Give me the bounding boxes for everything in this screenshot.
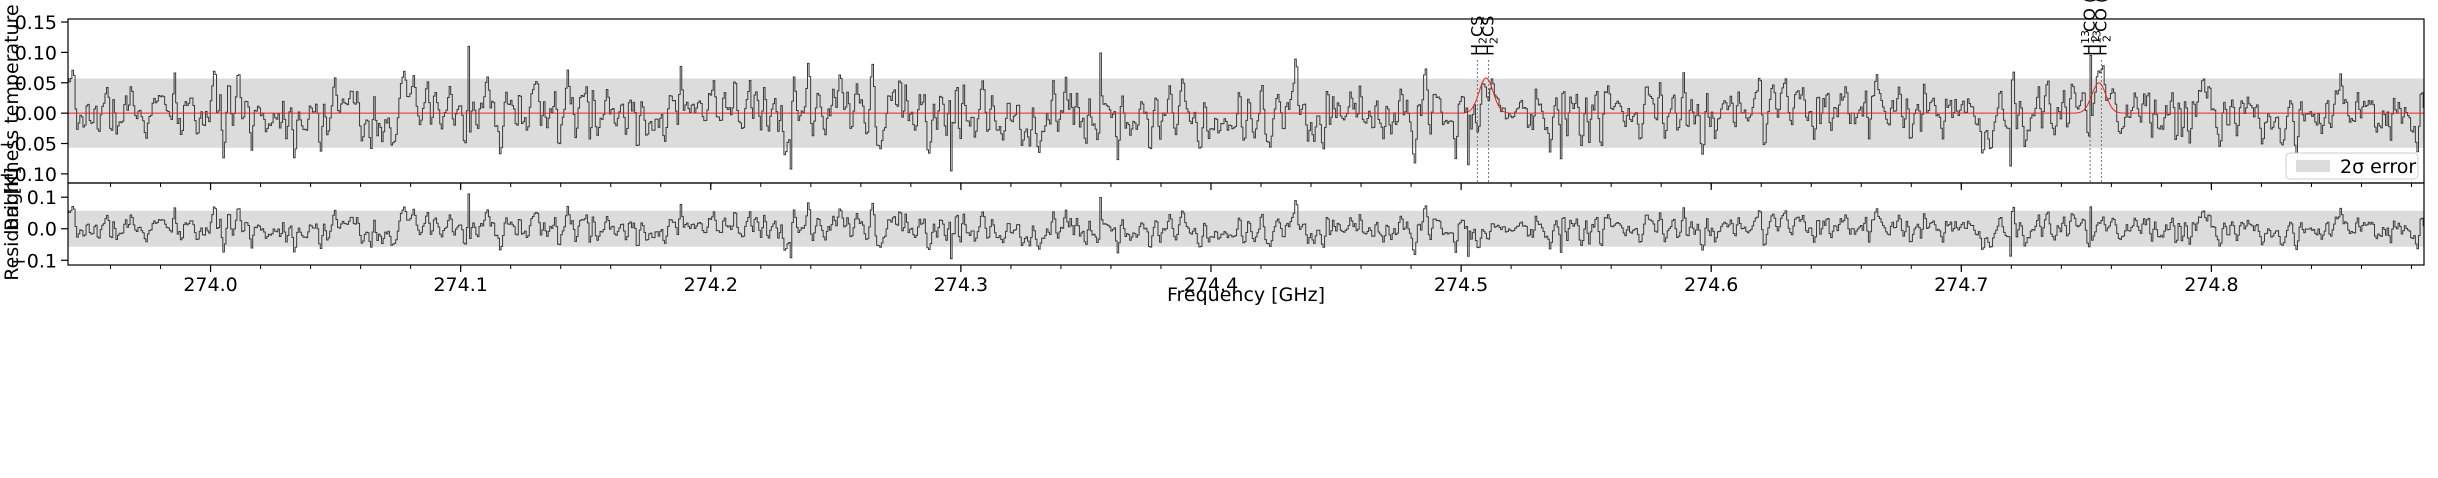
- bottom-axes-frame: [67, 182, 2425, 266]
- x-tick-label: 274.7: [1934, 274, 1988, 296]
- y-tick-label: 0.0: [27, 219, 57, 241]
- x-tick-label: 274.1: [433, 274, 487, 296]
- legend-label-2sigma-error: 2σ error: [2340, 156, 2416, 178]
- y-tick-label: −0.1: [11, 250, 57, 272]
- x-tick-label: 274.0: [183, 274, 237, 296]
- y-tick-label: 0.1: [27, 187, 57, 209]
- x-axis-label: Frequency [GHz]: [1167, 284, 1325, 306]
- x-tick-label: 274.5: [1434, 274, 1488, 296]
- legend-box: [2285, 152, 2419, 180]
- legend: 2σ error: [2285, 152, 2419, 180]
- x-tick-label: 274.4: [1184, 274, 1238, 296]
- y-tick-label: 0.00: [15, 103, 57, 125]
- y-tick-label: 0.15: [15, 12, 57, 34]
- x-tick-label: 274.2: [684, 274, 738, 296]
- top-x-ticks: [110, 183, 2412, 190]
- x-tick-label: 274.6: [1684, 274, 1738, 296]
- bottom-panel: −0.10.00.1 274.0 274.1 274.2 274.3 274.4 274.…: [1, 167, 2425, 306]
- line-marker-label: H132CO (ST): [2079, 0, 2102, 56]
- y-tick-label: 0.05: [15, 73, 57, 95]
- top-spectrum-line: [68, 45, 2424, 172]
- top-y-ticks: −0.10 −0.05 0.00 0.05 0.10 0.15: [0, 12, 68, 186]
- bottom-residual-line: [68, 193, 2424, 260]
- top-y-axis-label: Brightness temperature [K]: [1, 0, 23, 231]
- top-model-line: [68, 77, 2424, 114]
- bottom-x-ticks: 274.0 274.1 274.2 274.3 274.4 274.5 274.6 274.7…: [110, 265, 2412, 296]
- y-tick-label: −0.05: [0, 134, 57, 156]
- line-marker-label: H2CS: [1479, 16, 1501, 56]
- line-marker-label: H2CS: [1467, 16, 1489, 56]
- bottom-y-axis-label: Residual [K]: [1, 167, 23, 281]
- y-tick-label: −0.10: [0, 164, 57, 186]
- y-tick-label: 0.10: [15, 42, 57, 64]
- x-tick-label: 274.8: [2184, 274, 2238, 296]
- x-tick-label: 274.3: [934, 274, 988, 296]
- legend-swatch: [2296, 160, 2330, 172]
- bottom-y-ticks: −0.1 0.0 0.1: [11, 187, 68, 272]
- line-marker-label: H132CO (ST): [2090, 0, 2113, 56]
